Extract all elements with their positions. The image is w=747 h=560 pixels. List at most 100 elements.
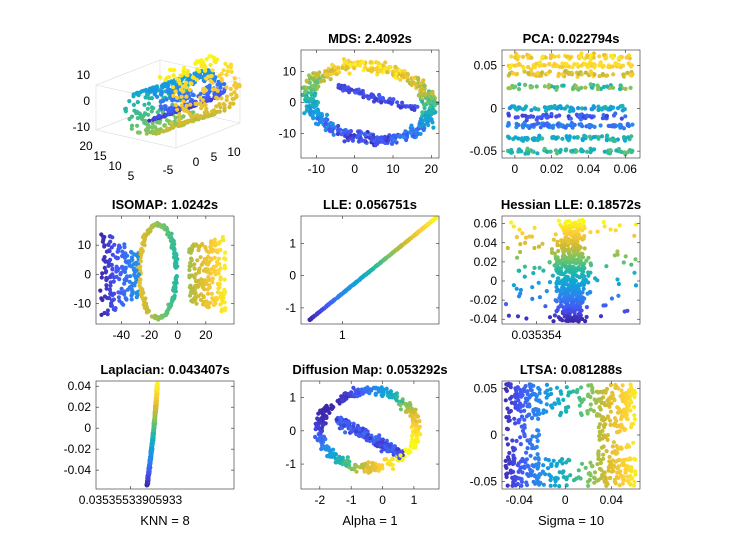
data-point	[550, 251, 554, 255]
data-point	[311, 77, 315, 81]
data-point	[557, 72, 561, 76]
data-point	[571, 389, 575, 393]
x-tick-label: -1	[346, 493, 357, 507]
data-point	[324, 122, 328, 126]
data-point	[617, 407, 621, 411]
subplot-title: Laplacian: 0.043407s	[100, 362, 229, 377]
x-tick-label: 0.035354	[511, 328, 561, 342]
data-point	[613, 111, 617, 115]
x-tick-label: 10	[386, 162, 400, 176]
data-point	[321, 444, 325, 448]
data-point	[554, 148, 558, 152]
data-point	[511, 454, 515, 458]
data-point	[615, 444, 619, 448]
data-point	[359, 434, 363, 438]
x-tick-label: 0	[379, 493, 386, 507]
data-point	[584, 466, 588, 470]
data-point	[615, 451, 619, 455]
data-point	[105, 296, 109, 300]
data-point	[513, 85, 517, 89]
data-point	[217, 268, 221, 272]
data-point	[208, 63, 212, 67]
data-point	[543, 304, 547, 308]
data-point	[328, 455, 332, 459]
data-point	[536, 121, 540, 125]
data-point	[213, 243, 217, 247]
data-point	[628, 408, 632, 412]
data-point	[603, 475, 607, 479]
data-point	[174, 265, 178, 269]
data-point	[589, 72, 593, 76]
data-point	[406, 79, 410, 83]
data-point	[620, 397, 624, 401]
data-point	[130, 297, 134, 301]
data-point	[517, 418, 521, 422]
data-point	[554, 232, 558, 236]
data-point	[613, 383, 617, 387]
data-point	[565, 219, 569, 223]
data-point	[377, 262, 381, 266]
data-point	[578, 404, 582, 408]
data-point	[305, 108, 309, 112]
data-point	[589, 53, 593, 57]
data-point	[409, 80, 413, 84]
data-point	[403, 448, 407, 452]
data-point	[420, 110, 424, 114]
data-point	[116, 250, 120, 254]
subplot-title: PCA: 0.022794s	[523, 31, 620, 46]
data-point	[622, 260, 626, 264]
data-point	[548, 280, 552, 284]
y-tick-label: 0	[490, 274, 497, 288]
data-point	[154, 406, 158, 410]
data-point	[320, 426, 324, 430]
data-point	[507, 451, 511, 455]
data-point	[432, 218, 436, 222]
data-point	[187, 268, 191, 272]
data-point	[197, 245, 201, 249]
y-tick-label: 0	[84, 421, 91, 435]
data-point	[100, 271, 104, 275]
data-point	[123, 278, 127, 282]
data-point	[619, 83, 623, 87]
data-point	[385, 70, 389, 74]
data-point	[416, 76, 420, 80]
data-point	[138, 278, 142, 282]
data-point	[112, 243, 116, 247]
data-point	[587, 124, 591, 128]
data-point	[214, 60, 218, 64]
data-point	[341, 399, 345, 403]
data-point	[226, 69, 230, 73]
data-point	[123, 289, 127, 293]
data-point	[396, 247, 400, 251]
data-point	[529, 85, 533, 89]
data-point	[337, 83, 341, 87]
data-point	[615, 277, 619, 281]
data-point	[576, 106, 580, 110]
data-point	[565, 475, 569, 479]
data-point	[336, 132, 340, 136]
data-point	[569, 283, 573, 287]
data-point	[108, 240, 112, 244]
y-tick-label: 0.05	[474, 381, 498, 395]
data-point	[349, 285, 353, 289]
data-point	[308, 318, 312, 322]
data-point	[523, 114, 527, 118]
data-point	[565, 385, 569, 389]
data-point	[629, 466, 633, 470]
data-point	[399, 105, 403, 109]
scatter-points-7	[313, 385, 422, 475]
data-point	[585, 114, 589, 118]
y-tick-label: 0.06	[474, 217, 498, 231]
data-point	[582, 397, 586, 401]
subplot-title: Diffusion Map: 0.053292s	[292, 362, 447, 377]
data-point	[524, 316, 528, 320]
data-point	[521, 55, 525, 59]
data-point	[507, 314, 511, 318]
data-point	[561, 284, 565, 288]
data-point	[632, 480, 636, 484]
data-point	[224, 73, 228, 77]
data-point	[507, 113, 511, 117]
data-point	[533, 407, 537, 411]
x-tick-label: 0.06	[614, 162, 638, 176]
data-point	[541, 463, 545, 467]
